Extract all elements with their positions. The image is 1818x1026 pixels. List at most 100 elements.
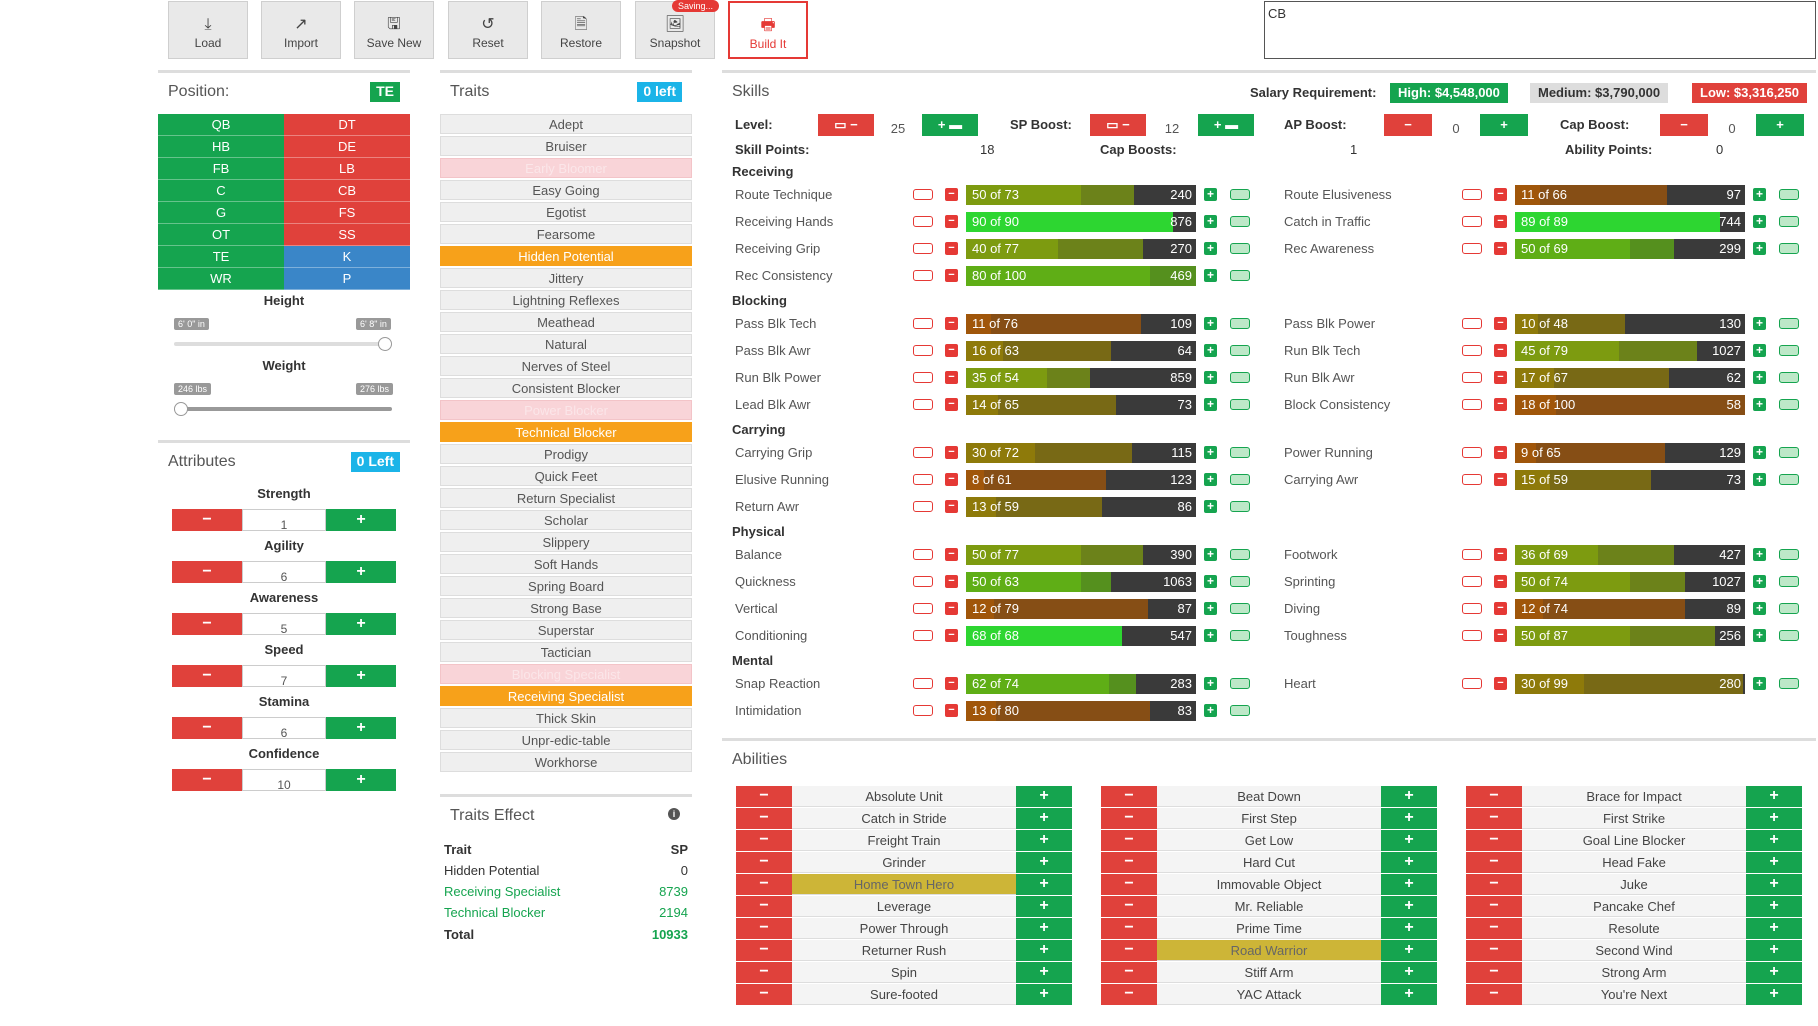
skill-decrease-button[interactable]: −: [945, 548, 958, 561]
trait-item[interactable]: Early Bloomer: [440, 158, 692, 178]
ability-add-button[interactable]: +: [1381, 984, 1437, 1005]
skill-decrease-button[interactable]: −: [1494, 473, 1507, 486]
skill-max-icon[interactable]: [1230, 447, 1250, 458]
skill-increase-button[interactable]: +: [1753, 548, 1766, 561]
skill-increase-button[interactable]: +: [1204, 242, 1217, 255]
skill-bar[interactable]: 12 of 79 87: [966, 599, 1196, 619]
skill-bar[interactable]: 62 of 74 283: [966, 674, 1196, 694]
skill-increase-button[interactable]: +: [1204, 317, 1217, 330]
ability-add-button[interactable]: +: [1746, 984, 1802, 1005]
ability-add-button[interactable]: +: [1016, 830, 1072, 851]
ability-name[interactable]: Power Through: [792, 918, 1016, 939]
skill-max-icon[interactable]: [1230, 318, 1250, 329]
skill-increase-button[interactable]: +: [1204, 188, 1217, 201]
ability-add-button[interactable]: +: [1746, 940, 1802, 961]
sp-boost-decrease-button[interactable]: ▭ −: [1090, 114, 1146, 136]
ability-add-button[interactable]: +: [1016, 808, 1072, 829]
skill-bar[interactable]: 9 of 65 129: [1515, 443, 1745, 463]
ability-add-button[interactable]: +: [1016, 852, 1072, 873]
skill-bar[interactable]: 50 of 73 240: [966, 185, 1196, 205]
skill-reset-icon[interactable]: [913, 270, 933, 281]
skill-increase-button[interactable]: +: [1204, 269, 1217, 282]
position-ot[interactable]: OT: [158, 224, 284, 246]
skill-increase-button[interactable]: +: [1753, 317, 1766, 330]
skill-decrease-button[interactable]: −: [945, 269, 958, 282]
skill-max-icon[interactable]: [1779, 345, 1799, 356]
skill-max-icon[interactable]: [1230, 678, 1250, 689]
skill-bar[interactable]: 80 of 100 469: [966, 266, 1196, 286]
ability-remove-button[interactable]: −: [1466, 786, 1522, 807]
trait-item[interactable]: Bruiser: [440, 136, 692, 156]
skill-reset-icon[interactable]: [913, 345, 933, 356]
ability-remove-button[interactable]: −: [736, 830, 792, 851]
skill-increase-button[interactable]: +: [1204, 704, 1217, 717]
skill-bar[interactable]: 12 of 74 89: [1515, 599, 1745, 619]
skill-increase-button[interactable]: +: [1753, 446, 1766, 459]
skill-decrease-button[interactable]: −: [1494, 317, 1507, 330]
skill-max-icon[interactable]: [1230, 216, 1250, 227]
ability-remove-button[interactable]: −: [736, 808, 792, 829]
ability-add-button[interactable]: +: [1746, 808, 1802, 829]
ability-add-button[interactable]: +: [1016, 918, 1072, 939]
skill-decrease-button[interactable]: −: [1494, 242, 1507, 255]
skill-reset-icon[interactable]: [1462, 474, 1482, 485]
skill-max-icon[interactable]: [1230, 501, 1250, 512]
skill-max-icon[interactable]: [1779, 474, 1799, 485]
skill-reset-icon[interactable]: [913, 399, 933, 410]
ability-add-button[interactable]: +: [1381, 852, 1437, 873]
ability-name[interactable]: Prime Time: [1157, 918, 1381, 939]
ability-name[interactable]: Catch in Stride: [792, 808, 1016, 829]
skill-decrease-button[interactable]: −: [1494, 344, 1507, 357]
skill-max-icon[interactable]: [1230, 474, 1250, 485]
skill-increase-button[interactable]: +: [1753, 629, 1766, 642]
decrease-button[interactable]: −: [172, 509, 242, 531]
trait-item[interactable]: Fearsome: [440, 224, 692, 244]
trait-item[interactable]: Workhorse: [440, 752, 692, 772]
ability-name[interactable]: Juke: [1522, 874, 1746, 895]
skill-reset-icon[interactable]: [1462, 372, 1482, 383]
skill-reset-icon[interactable]: [913, 705, 933, 716]
skill-decrease-button[interactable]: −: [945, 473, 958, 486]
ability-remove-button[interactable]: −: [736, 940, 792, 961]
skill-max-icon[interactable]: [1779, 549, 1799, 560]
skill-reset-icon[interactable]: [913, 501, 933, 512]
ability-name[interactable]: Second Wind: [1522, 940, 1746, 961]
height-slider-handle[interactable]: [378, 337, 392, 351]
skill-bar[interactable]: 50 of 63 1063: [966, 572, 1196, 592]
ability-name[interactable]: Get Low: [1157, 830, 1381, 851]
skill-bar[interactable]: 8 of 61 123: [966, 470, 1196, 490]
ability-name[interactable]: Brace for Impact: [1522, 786, 1746, 807]
weight-slider[interactable]: [174, 407, 392, 411]
skill-increase-button[interactable]: +: [1753, 575, 1766, 588]
skill-reset-icon[interactable]: [1462, 399, 1482, 410]
skill-decrease-button[interactable]: −: [945, 629, 958, 642]
skill-decrease-button[interactable]: −: [1494, 602, 1507, 615]
ability-add-button[interactable]: +: [1381, 896, 1437, 917]
skill-increase-button[interactable]: +: [1204, 398, 1217, 411]
sp-boost-increase-button[interactable]: + ▬: [1198, 114, 1254, 136]
level-decrease-button[interactable]: ▭ −: [818, 114, 874, 136]
trait-item[interactable]: Tactician: [440, 642, 692, 662]
skill-reset-icon[interactable]: [913, 630, 933, 641]
skill-reset-icon[interactable]: [1462, 318, 1482, 329]
skill-increase-button[interactable]: +: [1204, 575, 1217, 588]
skill-bar[interactable]: 50 of 74 1027: [1515, 572, 1745, 592]
ability-remove-button[interactable]: −: [736, 896, 792, 917]
skill-reset-icon[interactable]: [913, 372, 933, 383]
decrease-button[interactable]: −: [172, 769, 242, 791]
skill-increase-button[interactable]: +: [1753, 398, 1766, 411]
skill-bar[interactable]: 16 of 63 64: [966, 341, 1196, 361]
ability-name[interactable]: First Step: [1157, 808, 1381, 829]
ability-add-button[interactable]: +: [1016, 896, 1072, 917]
reset-button[interactable]: ↺ Reset: [448, 1, 528, 59]
skill-reset-icon[interactable]: [913, 216, 933, 227]
ability-remove-button[interactable]: −: [1101, 918, 1157, 939]
decrease-button[interactable]: −: [172, 613, 242, 635]
ability-name[interactable]: Strong Arm: [1522, 962, 1746, 983]
ability-name[interactable]: Freight Train: [792, 830, 1016, 851]
skill-max-icon[interactable]: [1779, 603, 1799, 614]
trait-item[interactable]: Lightning Reflexes: [440, 290, 692, 310]
skill-increase-button[interactable]: +: [1753, 215, 1766, 228]
ability-add-button[interactable]: +: [1381, 808, 1437, 829]
skill-max-icon[interactable]: [1230, 705, 1250, 716]
